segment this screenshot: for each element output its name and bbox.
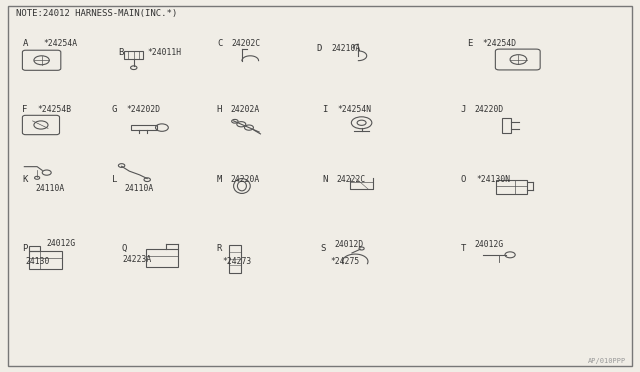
Text: AP/010PPP: AP/010PPP	[588, 358, 626, 364]
Text: J: J	[461, 105, 466, 114]
Text: K: K	[22, 175, 28, 184]
Bar	[229, 245, 241, 273]
Text: 24202A: 24202A	[230, 105, 260, 114]
Text: N: N	[322, 175, 327, 184]
Text: 24222C: 24222C	[336, 175, 365, 184]
Text: 24012G: 24012G	[475, 240, 504, 248]
Text: 24220D: 24220D	[475, 105, 504, 114]
Text: 24110A: 24110A	[125, 184, 154, 193]
Text: 24012G: 24012G	[46, 239, 76, 248]
Text: 24012D: 24012D	[334, 240, 364, 248]
Text: *24275: *24275	[330, 257, 360, 266]
Text: M: M	[216, 175, 221, 184]
Bar	[124, 51, 143, 59]
Text: H: H	[216, 105, 221, 114]
Bar	[131, 125, 157, 130]
Text: O: O	[461, 175, 466, 184]
Text: L: L	[112, 175, 117, 184]
Text: *24011H: *24011H	[147, 48, 181, 57]
Text: NOTE:24012 HARNESS-MAIN(INC.*): NOTE:24012 HARNESS-MAIN(INC.*)	[16, 9, 177, 18]
Text: 24223A: 24223A	[123, 255, 152, 264]
Bar	[29, 246, 40, 251]
Text: D: D	[317, 44, 322, 53]
Text: *24254N: *24254N	[337, 105, 371, 114]
Text: E: E	[467, 39, 472, 48]
Text: R: R	[216, 244, 221, 253]
Text: T: T	[461, 244, 466, 253]
Text: *24273: *24273	[223, 257, 252, 266]
Text: S: S	[320, 244, 325, 253]
Bar	[29, 251, 62, 269]
Text: *24254A: *24254A	[44, 39, 77, 48]
Text: F: F	[22, 105, 28, 114]
Text: 24202C: 24202C	[232, 39, 261, 48]
Text: G: G	[112, 105, 117, 114]
Text: B: B	[118, 48, 124, 57]
Text: 24130: 24130	[26, 257, 50, 266]
Text: *24254D: *24254D	[483, 39, 516, 48]
Text: 24210A: 24210A	[332, 44, 361, 53]
Text: 24220A: 24220A	[230, 175, 260, 184]
Bar	[502, 118, 511, 133]
Text: *24254B: *24254B	[37, 105, 71, 114]
Bar	[496, 180, 527, 194]
Text: C: C	[218, 39, 223, 48]
Bar	[146, 249, 178, 267]
Text: A: A	[22, 39, 28, 48]
Text: *24130N: *24130N	[476, 175, 510, 184]
Text: *24202D: *24202D	[127, 105, 161, 114]
Text: Q: Q	[122, 244, 127, 253]
Text: P: P	[22, 244, 28, 253]
Text: I: I	[322, 105, 327, 114]
Text: 24110A: 24110A	[35, 184, 65, 193]
